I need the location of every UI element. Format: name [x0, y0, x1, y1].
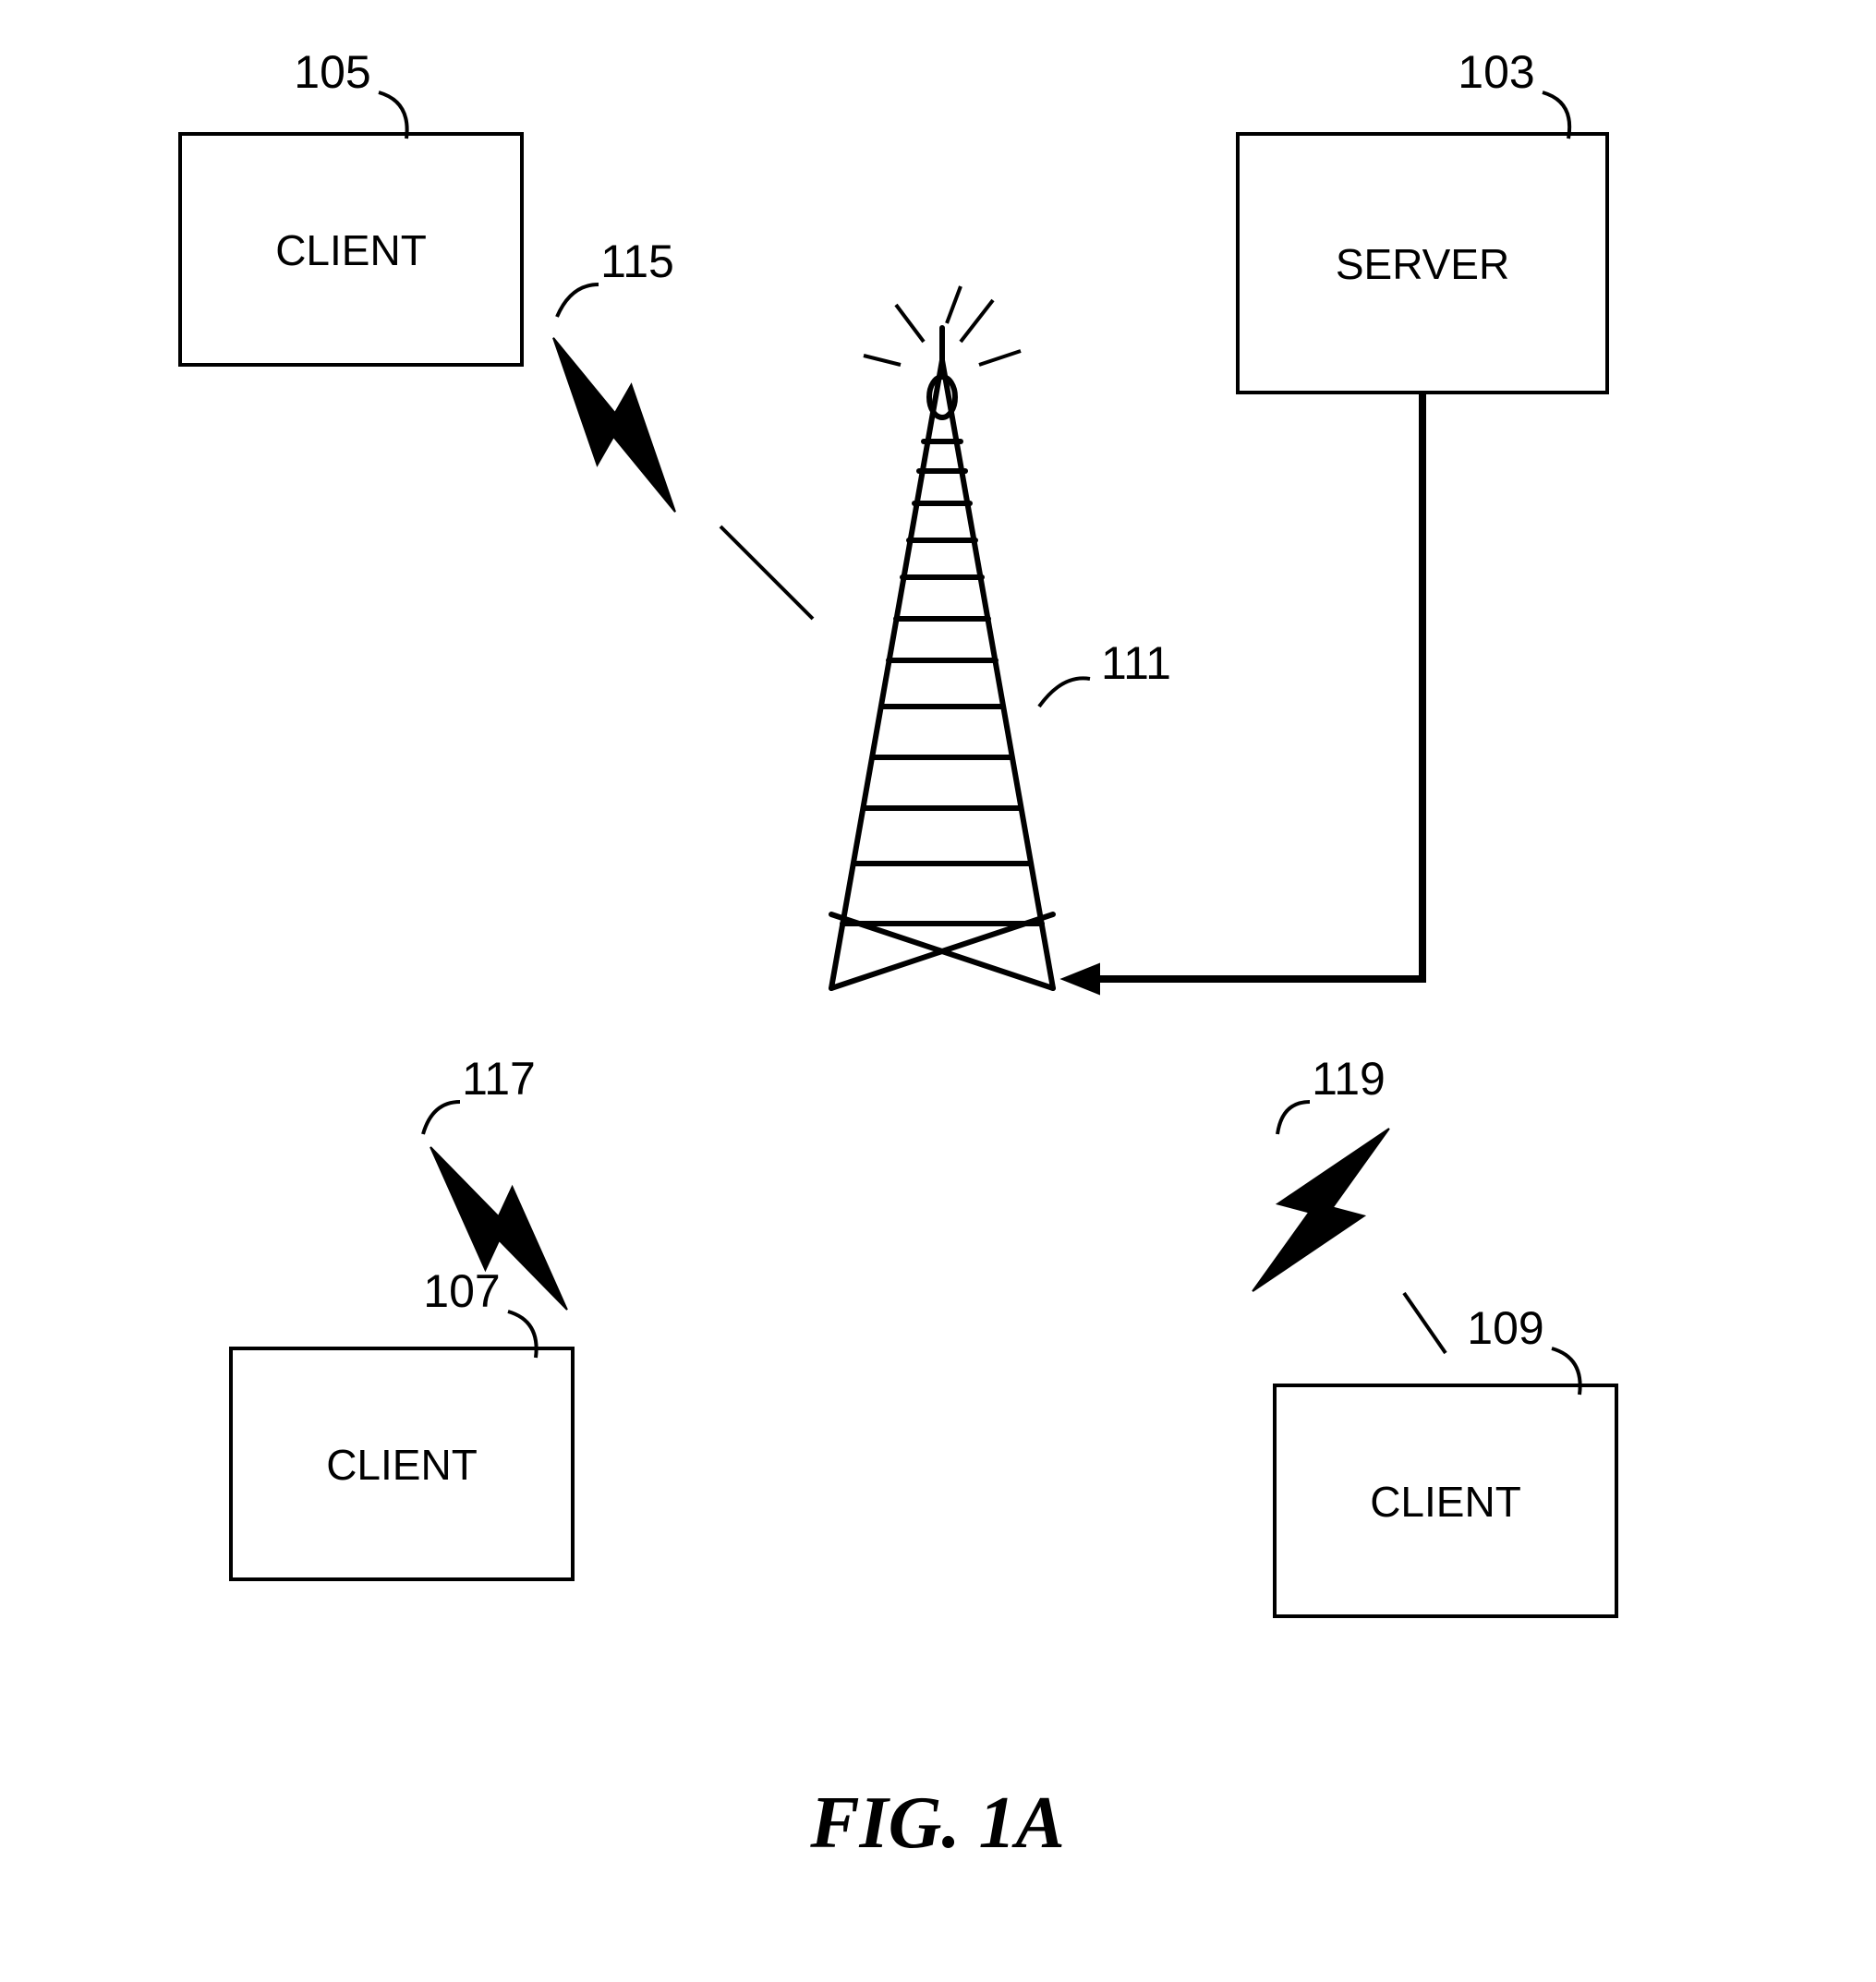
ref-119: 119	[1312, 1053, 1386, 1105]
bolt-119: 119	[1224, 1053, 1446, 1353]
ref-117: 117	[462, 1053, 536, 1105]
leader-115	[557, 284, 599, 317]
client-box-107: CLIENT 107	[231, 1265, 573, 1579]
tower-111: 111	[831, 286, 1171, 988]
server-box-103: SERVER 103	[1238, 46, 1607, 393]
client-107-label: CLIENT	[326, 1441, 478, 1489]
client-box-109: CLIENT 109	[1275, 1302, 1616, 1616]
leader-117	[423, 1102, 460, 1134]
ref-103: 103	[1458, 46, 1534, 98]
ref-115: 115	[600, 236, 674, 287]
ref-107: 107	[423, 1265, 500, 1317]
bolt-115: 115	[523, 236, 813, 619]
figure-label: FIG. 1A	[809, 1783, 1065, 1864]
server-103-label: SERVER	[1336, 240, 1509, 288]
leader-119	[1277, 1102, 1310, 1134]
ref-111: 111	[1101, 637, 1171, 689]
client-box-105: CLIENT 105	[180, 46, 522, 365]
leader-111	[1039, 678, 1090, 707]
ref-105: 105	[294, 46, 370, 98]
leader-105	[379, 92, 407, 139]
leader-103	[1543, 92, 1569, 139]
client-109-label: CLIENT	[1370, 1478, 1521, 1526]
client-105-label: CLIENT	[275, 226, 427, 274]
server-tower-connector	[1062, 393, 1422, 994]
ref-109: 109	[1467, 1302, 1543, 1354]
